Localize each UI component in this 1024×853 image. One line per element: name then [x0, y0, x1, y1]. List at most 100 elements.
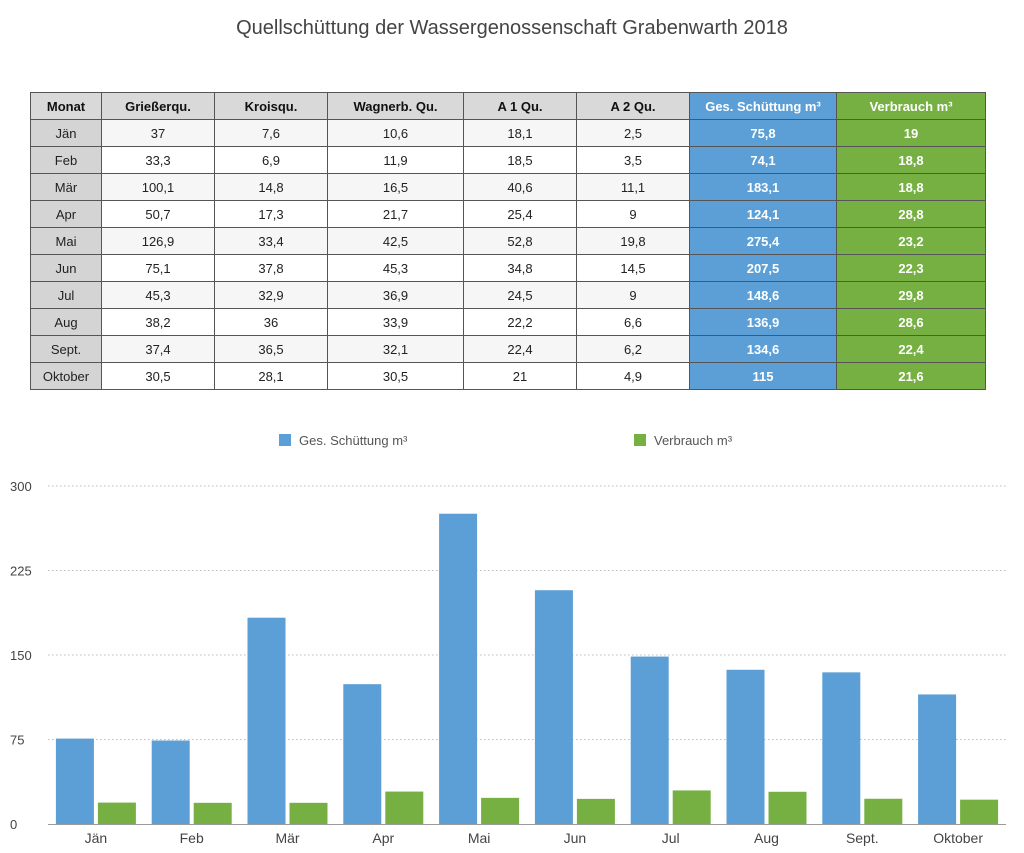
- col-header-verbrauch: Verbrauch m³: [836, 92, 986, 120]
- cell-a2-qu: 14,5: [576, 254, 690, 282]
- cell-ges-schuettung: 134,6: [689, 335, 837, 363]
- cell-verbrauch: 22,4: [836, 335, 986, 363]
- bar-verbrauch: [481, 797, 520, 824]
- cell-wagnerb-qu: 10,6: [327, 119, 464, 147]
- bar-ges-schuettung: [630, 656, 669, 824]
- cell-wagnerb-qu: 30,5: [327, 362, 464, 390]
- cell-monat: Apr: [30, 200, 102, 228]
- cell-verbrauch: 21,6: [836, 362, 986, 390]
- cell-monat: Jän: [30, 119, 102, 147]
- col-header-wagnerb-qu: Wagnerb. Qu.: [327, 92, 464, 120]
- legend-swatch-verbrauch: [634, 434, 646, 446]
- y-tick-label: 225: [10, 564, 32, 579]
- cell-a1-qu: 34,8: [463, 254, 577, 282]
- cell-monat: Mai: [30, 227, 102, 255]
- cell-a2-qu: 9: [576, 281, 690, 309]
- cell-ges-schuettung: 124,1: [689, 200, 837, 228]
- col-header-griesserqu: Grießerqu.: [101, 92, 215, 120]
- data-table: Monat Grießerqu. Kroisqu. Wagnerb. Qu. A…: [30, 92, 986, 390]
- col-header-kroisqu: Kroisqu.: [214, 92, 328, 120]
- table-row: Apr 50,7 17,3 21,7 25,4 9 124,1 28,8: [30, 200, 986, 228]
- table-row: Oktober 30,5 28,1 30,5 21 4,9 115 21,6: [30, 362, 986, 390]
- legend-label-ges: Ges. Schüttung m³: [299, 433, 408, 448]
- y-tick-label: 0: [10, 817, 17, 832]
- cell-wagnerb-qu: 11,9: [327, 146, 464, 174]
- cell-a2-qu: 4,9: [576, 362, 690, 390]
- cell-a1-qu: 21: [463, 362, 577, 390]
- x-tick-label: Mai: [468, 830, 491, 846]
- bar-ges-schuettung: [918, 694, 957, 824]
- x-tick-label: Oktober: [933, 830, 983, 846]
- cell-verbrauch: 22,3: [836, 254, 986, 282]
- cell-griesserqu: 33,3: [101, 146, 215, 174]
- cell-griesserqu: 38,2: [101, 308, 215, 336]
- cell-griesserqu: 37,4: [101, 335, 215, 363]
- bar-verbrauch: [960, 799, 999, 824]
- cell-kroisqu: 36: [214, 308, 328, 336]
- cell-monat: Feb: [30, 146, 102, 174]
- cell-a1-qu: 18,1: [463, 119, 577, 147]
- x-tick-label: Sept.: [846, 830, 879, 846]
- cell-verbrauch: 18,8: [836, 146, 986, 174]
- bar-verbrauch: [97, 802, 136, 824]
- cell-kroisqu: 28,1: [214, 362, 328, 390]
- bar-chart: 0 75 150 225 300 Jän Feb Mär Apr Mai Jun Jul Aug Sept…: [10, 479, 1006, 846]
- cell-monat: Mär: [30, 173, 102, 201]
- col-header-monat: Monat: [30, 92, 102, 120]
- bar-ges-schuettung: [439, 513, 478, 824]
- cell-wagnerb-qu: 16,5: [327, 173, 464, 201]
- y-tick-label: 150: [10, 648, 32, 663]
- cell-kroisqu: 17,3: [214, 200, 328, 228]
- cell-kroisqu: 7,6: [214, 119, 328, 147]
- legend-item-ges-schuettung: Ges. Schüttung m³: [279, 433, 407, 448]
- cell-a1-qu: 18,5: [463, 146, 577, 174]
- cell-ges-schuettung: 74,1: [689, 146, 837, 174]
- cell-griesserqu: 126,9: [101, 227, 215, 255]
- cell-a2-qu: 11,1: [576, 173, 690, 201]
- cell-wagnerb-qu: 45,3: [327, 254, 464, 282]
- cell-kroisqu: 6,9: [214, 146, 328, 174]
- bar-ges-schuettung: [55, 738, 94, 824]
- cell-a2-qu: 2,5: [576, 119, 690, 147]
- cell-kroisqu: 37,8: [214, 254, 328, 282]
- cell-monat: Jun: [30, 254, 102, 282]
- table-row: Jul 45,3 32,9 36,9 24,5 9 148,6 29,8: [30, 281, 986, 309]
- y-tick-label: 75: [10, 733, 24, 748]
- bar-ges-schuettung: [247, 617, 286, 824]
- x-tick-label: Mär: [275, 830, 299, 846]
- cell-griesserqu: 30,5: [101, 362, 215, 390]
- x-tick-label: Jän: [85, 830, 108, 846]
- table-row: Mär 100,1 14,8 16,5 40,6 11,1 183,1 18,8: [30, 173, 986, 201]
- cell-kroisqu: 32,9: [214, 281, 328, 309]
- cell-ges-schuettung: 75,8: [689, 119, 837, 147]
- cell-a2-qu: 19,8: [576, 227, 690, 255]
- cell-wagnerb-qu: 36,9: [327, 281, 464, 309]
- cell-griesserqu: 50,7: [101, 200, 215, 228]
- bar-ges-schuettung: [534, 590, 573, 824]
- legend-item-verbrauch: Verbrauch m³: [634, 433, 732, 448]
- bar-verbrauch: [289, 802, 328, 824]
- table-row: Jun 75,1 37,8 45,3 34,8 14,5 207,5 22,3: [30, 254, 986, 282]
- col-header-ges-schuettung: Ges. Schüttung m³: [689, 92, 837, 120]
- bar-ges-schuettung: [343, 684, 382, 824]
- cell-monat: Oktober: [30, 362, 102, 390]
- col-header-a2-qu: A 2 Qu.: [576, 92, 690, 120]
- bar-ges-schuettung: [151, 740, 190, 824]
- cell-a2-qu: 3,5: [576, 146, 690, 174]
- cell-ges-schuettung: 148,6: [689, 281, 837, 309]
- table-header-row: Monat Grießerqu. Kroisqu. Wagnerb. Qu. A…: [30, 92, 986, 120]
- x-tick-label: Jun: [564, 830, 587, 846]
- cell-verbrauch: 28,8: [836, 200, 986, 228]
- cell-verbrauch: 18,8: [836, 173, 986, 201]
- cell-a2-qu: 6,2: [576, 335, 690, 363]
- cell-a2-qu: 9: [576, 200, 690, 228]
- cell-griesserqu: 37: [101, 119, 215, 147]
- cell-a1-qu: 22,4: [463, 335, 577, 363]
- cell-verbrauch: 28,6: [836, 308, 986, 336]
- bar-verbrauch: [864, 798, 903, 824]
- bar-ges-schuettung: [726, 669, 765, 824]
- cell-a1-qu: 40,6: [463, 173, 577, 201]
- bar-verbrauch: [672, 790, 711, 824]
- bar-verbrauch: [576, 798, 615, 824]
- cell-ges-schuettung: 136,9: [689, 308, 837, 336]
